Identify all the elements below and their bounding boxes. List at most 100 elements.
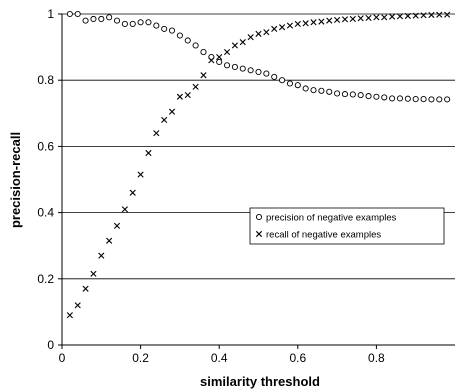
recall-point xyxy=(263,29,270,36)
recall-point xyxy=(310,19,317,26)
y-tick-label-2: 0.4 xyxy=(37,206,54,220)
precision-point xyxy=(436,96,443,103)
data-points xyxy=(66,10,451,319)
recall-point xyxy=(326,17,333,24)
recall-point xyxy=(428,11,435,19)
recall-point xyxy=(365,14,372,22)
recall-point xyxy=(373,14,380,21)
recall-point xyxy=(200,72,207,79)
recall-point xyxy=(168,108,176,115)
y-tick-labels: 0 0.2 0.4 0.6 0.8 1 xyxy=(37,7,54,352)
precision-point xyxy=(200,49,207,56)
y-axis-title: precision-recall xyxy=(8,132,23,228)
precision-point xyxy=(137,19,144,26)
precision-point xyxy=(192,42,199,49)
x-tick-label-3: 0.6 xyxy=(289,351,306,365)
precision-point xyxy=(106,14,113,21)
recall-point xyxy=(113,222,121,229)
recall-point xyxy=(444,11,451,18)
series-0 xyxy=(66,10,451,103)
precision-point xyxy=(145,19,152,26)
precision-point xyxy=(428,96,435,103)
precision-point xyxy=(412,96,419,103)
recall-point xyxy=(90,270,97,277)
recall-point xyxy=(334,16,341,24)
recall-point xyxy=(294,20,301,28)
recall-point xyxy=(341,16,349,23)
precision-point xyxy=(318,87,325,94)
precision-point xyxy=(389,95,396,102)
y-tick-label-3: 0.6 xyxy=(37,139,54,153)
recall-point xyxy=(223,48,231,56)
x-axis-title: similarity threshold xyxy=(200,374,320,389)
legend-box xyxy=(249,207,445,245)
recall-point xyxy=(82,285,89,292)
precision-point xyxy=(153,22,160,29)
axes xyxy=(58,13,455,349)
precision-point xyxy=(216,58,223,66)
recall-point xyxy=(176,93,183,100)
precision-point xyxy=(365,93,372,100)
x-tick-label-0: 0 xyxy=(59,351,66,365)
precision-point xyxy=(129,20,136,27)
recall-point xyxy=(74,302,81,309)
precision-point xyxy=(66,10,73,18)
precision-point xyxy=(349,91,356,98)
precision-point xyxy=(271,73,278,80)
precision-point xyxy=(286,80,293,87)
legend: precision of negative examples recall of… xyxy=(249,207,445,245)
recall-point xyxy=(255,30,262,37)
legend-label-recall: recall of negative examples xyxy=(266,230,381,241)
precision-point xyxy=(444,96,451,103)
y-tick-label-1: 0.2 xyxy=(37,272,54,286)
legend-marker-precision xyxy=(255,213,263,221)
recall-point xyxy=(247,34,254,41)
recall-point xyxy=(389,13,396,20)
recall-point xyxy=(239,39,246,46)
precision-point xyxy=(168,27,176,34)
precision-point xyxy=(231,63,238,71)
precision-point xyxy=(357,92,364,99)
recall-point xyxy=(318,18,325,25)
recall-point xyxy=(121,206,128,213)
x-tick-label-1: 0.2 xyxy=(132,351,149,365)
recall-point xyxy=(192,83,199,90)
precision-point xyxy=(74,10,81,18)
recall-point xyxy=(271,25,278,32)
precision-point xyxy=(326,88,333,95)
recall-point xyxy=(216,53,223,61)
precision-point xyxy=(263,70,270,77)
y-tick-label-4: 0.8 xyxy=(37,73,54,87)
recall-point xyxy=(396,13,404,20)
y-tick-label-5: 1 xyxy=(47,7,54,21)
recall-point xyxy=(302,20,309,27)
precision-point xyxy=(373,93,380,100)
recall-point xyxy=(231,42,239,49)
precision-point xyxy=(294,82,301,89)
recall-point xyxy=(145,149,152,157)
precision-point xyxy=(279,77,286,84)
precision-point xyxy=(396,95,404,102)
precision-point xyxy=(224,62,231,69)
recall-point xyxy=(106,237,113,244)
precision-point xyxy=(334,90,341,97)
precision-point xyxy=(82,17,89,24)
precision-point xyxy=(341,91,349,98)
precision-point xyxy=(90,15,97,23)
series-1 xyxy=(66,11,451,319)
x-tick-labels: 0 0.2 0.4 0.6 0.8 xyxy=(59,351,385,365)
precision-point xyxy=(161,25,168,32)
recall-point xyxy=(161,116,168,124)
precision-point xyxy=(255,68,262,75)
precision-point xyxy=(302,85,309,92)
recall-point xyxy=(278,24,286,31)
x-tick-label-2: 0.4 xyxy=(211,351,228,365)
legend-label-precision: precision of negative examples xyxy=(266,213,397,224)
recall-point xyxy=(208,57,215,64)
legend-marker-recall xyxy=(255,230,263,238)
precision-point xyxy=(98,15,105,23)
recall-point xyxy=(349,15,356,23)
recall-point xyxy=(286,22,294,29)
recall-point xyxy=(436,11,443,18)
